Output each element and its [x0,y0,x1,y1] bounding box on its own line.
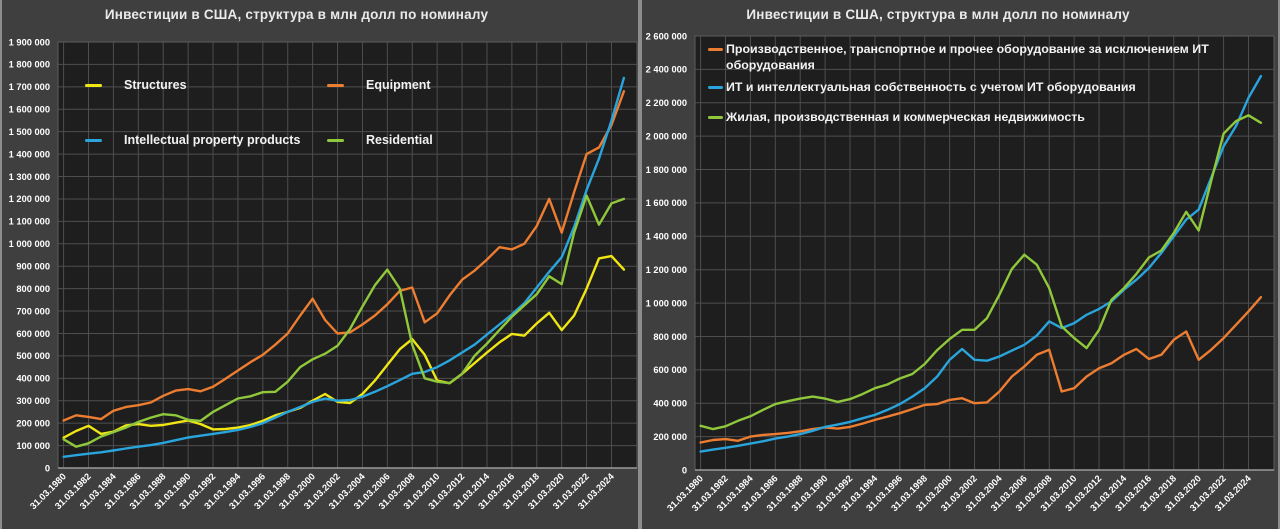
legend-label: Residential [366,133,433,147]
right-edge-border [1278,0,1280,529]
plot-background [695,36,1274,470]
legend-right: Производственное, транспортное и прочее … [708,41,1213,139]
y-tick-label: 800 000 [16,284,50,294]
panel-right-plot-area: 0 200 000 400 000 600 000 800 000 1 000 000 1 … [646,31,1275,514]
series-line-equipment [62,90,626,422]
chart-panel-left: Инвестиции в США, структура в млн долл п… [0,0,639,529]
y-tick-label: 500 000 [16,351,50,361]
chart-title-left: Инвестиции в США, структура в млн долл п… [104,7,489,22]
y-tick-label: 1 700 000 [9,82,50,92]
legend-item-ит-и-интеллектуальная-собственность-с-уч: ИТ и интеллектуальная собственность с уч… [708,79,1213,95]
legend-left: Structures Equipment Intellectual property… [85,77,433,148]
y-tick-label: 1 500 000 [9,127,50,137]
series-line-intellectual-property-products [62,76,626,458]
legend-dash-icon [85,138,102,142]
y-tick-label: 0 [45,463,50,473]
legend-item-производственное-транспортное-и-прочее-о: Производственное, транспортное и прочее … [708,41,1213,73]
y-tick-label: 200 000 [16,418,50,428]
y-tick-label: 200 000 [653,432,687,442]
legend-label: Жилая, производственная и коммерческая н… [726,110,1085,124]
legend-label: Intellectual property products [124,133,301,147]
x-axis-labels: 31.03.198031.03.198231.03.198431.03.1986… [665,473,1253,514]
y-tick-label: 1 400 000 [646,232,687,242]
y-tick-label: 1 400 000 [9,149,50,159]
legend-dash-icon [327,138,344,142]
y-tick-label: 700 000 [16,306,50,316]
y-tick-label: 2 400 000 [646,65,687,75]
chart-panel-right: Инвестиции в США, структура в млн долл п… [642,0,1280,529]
y-tick-label: 1 100 000 [9,217,50,227]
panel-left-plot-area: 0 100 000 200 000 300 000 400 000 500 000 600 … [9,37,638,512]
y-tick-label: 1 800 000 [646,165,687,175]
series-line-производственное-транспортное-и-прочее-о [699,296,1263,444]
panel-divider [638,0,642,529]
plot-background [58,42,637,468]
y-tick-label: 1 800 000 [9,60,50,70]
legend-item-residential: Residential [327,132,433,148]
y-tick-label: 100 000 [16,441,50,451]
y-tick-label: 1 000 000 [9,239,50,249]
y-tick-label: 300 000 [16,396,50,406]
y-tick-label: 1 200 000 [646,265,687,275]
y-tick-label: 1 300 000 [9,172,50,182]
series-line-residential [62,194,626,448]
legend-dash-icon [708,116,723,119]
legend-dash-icon [327,83,344,87]
y-tick-label: 0 [682,465,687,475]
y-tick-label: 900 000 [16,262,50,272]
y-tick-label: 400 000 [16,374,50,384]
y-tick-label: 400 000 [653,399,687,409]
y-tick-label: 1 900 000 [9,37,50,47]
series-line-structures [62,254,626,439]
legend-label: Structures [124,78,187,92]
legend-item-structures: Structures [85,77,327,93]
legend-dash-icon [85,83,102,87]
series-line-жилая-производственная-и-коммерческая-не [699,114,1263,431]
y-axis-labels: 0 100 000 200 000 300 000 400 000 500 000 600 … [9,37,50,473]
legend-item-жилая-производственная-и-коммерческая-не: Жилая, производственная и коммерческая н… [708,109,1213,125]
legend-dash-icon [708,86,723,89]
y-tick-label: 2 600 000 [646,31,687,41]
y-tick-label: 1 600 000 [646,198,687,208]
y-tick-label: 600 000 [653,365,687,375]
series-line-ит-и-интеллектуальная-собственность-с-уч [699,74,1263,453]
x-axis-labels: 31.03.198031.03.198231.03.198431.03.1986… [28,471,616,512]
legend-label: Equipment [366,78,431,92]
legend-dash-icon [708,48,723,51]
y-tick-label: 1 600 000 [9,105,50,115]
left-edge-border [0,0,2,529]
y-tick-label: 800 000 [653,332,687,342]
y-tick-label: 2 200 000 [646,98,687,108]
chart-title-right: Инвестиции в США, структура в млн долл п… [746,7,1130,22]
legend-item-intellectual-property-products: Intellectual property products [85,132,327,148]
y-tick-label: 1 000 000 [646,298,687,308]
y-tick-label: 2 000 000 [646,131,687,141]
y-axis-labels: 0 200 000 400 000 600 000 800 000 1 000 000 1 … [646,31,687,475]
y-tick-label: 600 000 [16,329,50,339]
legend-label: Производственное, транспортное и прочее … [726,42,1209,72]
y-tick-label: 1 200 000 [9,194,50,204]
legend-label: ИТ и интеллектуальная собственность с уч… [726,80,1136,94]
legend-item-equipment: Equipment [327,77,433,93]
